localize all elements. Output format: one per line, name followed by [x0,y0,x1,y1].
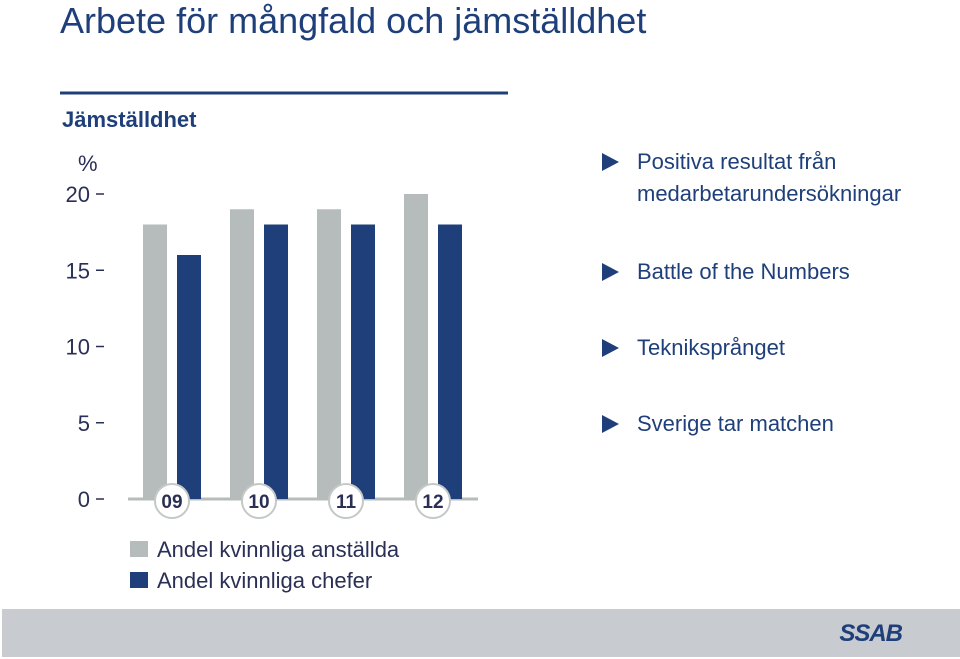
triangle-bullet-icon [602,415,619,433]
y-tick-label: 15 [66,258,90,283]
y-axis-unit: % [78,151,98,176]
bar-employees [143,224,167,499]
x-tick-label: 12 [422,492,443,513]
bullet-item: Tekniksprånget [602,332,957,364]
bullet-text: Tekniksprånget [637,335,785,360]
y-tick-label: 10 [66,335,90,360]
slide-title: Arbete för mångfald och jämställdhet [60,0,647,41]
triangle-bullet-icon [602,153,619,171]
x-label-circle [154,483,190,519]
bar-managers [264,224,288,499]
legend-label: Andel kvinnliga anställda [157,537,400,562]
footer-bar: SSAB [2,609,960,657]
bar-managers [351,224,375,499]
bullet-text: Battle of the Numbers [637,259,850,284]
bullet-text: Positiva resultat från medarbetarundersö… [637,149,902,206]
y-tick-label: 20 [66,182,90,207]
triangle-bullet-icon [602,263,619,281]
chart-title: Jämställdhet [62,107,197,132]
x-tick-label: 10 [248,492,269,513]
bullet-item: Battle of the Numbers [602,256,957,288]
legend-label: Andel kvinnliga chefer [157,568,372,593]
x-label-circle [241,483,277,519]
bar-employees [230,209,254,499]
y-tick-label: 0 [78,487,90,512]
bullet-text: Sverige tar matchen [637,411,834,436]
bar-employees [317,209,341,499]
bar-managers [177,255,201,499]
bullet-item: Sverige tar matchen [602,408,957,440]
x-label-circle [328,483,364,519]
legend-swatch [130,541,148,557]
ssab-logo: SSAB [839,620,903,647]
legend-swatch [130,572,148,588]
x-label-circle [415,483,451,519]
triangle-bullet-icon [602,339,619,357]
x-tick-label: 11 [336,492,357,513]
x-tick-label: 09 [161,492,182,513]
bar-managers [438,224,462,499]
y-tick-label: 5 [78,411,90,436]
bar-employees [404,194,428,499]
bullet-item: Positiva resultat från medarbetarundersö… [602,146,957,210]
